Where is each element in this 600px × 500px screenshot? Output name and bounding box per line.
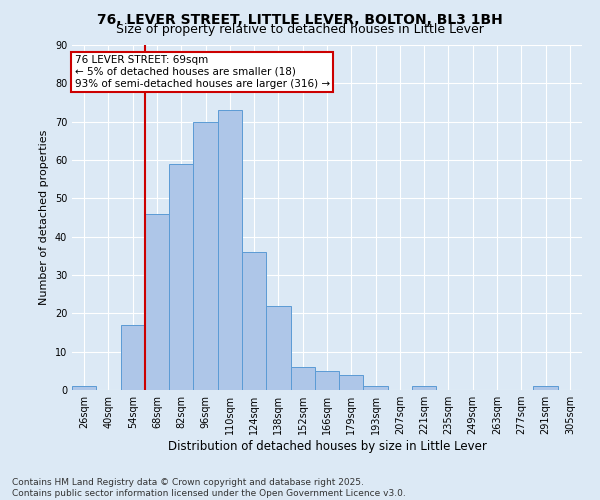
Text: 76, LEVER STREET, LITTLE LEVER, BOLTON, BL3 1BH: 76, LEVER STREET, LITTLE LEVER, BOLTON, … — [97, 12, 503, 26]
Bar — [290, 367, 315, 390]
Text: 76 LEVER STREET: 69sqm
← 5% of detached houses are smaller (18)
93% of semi-deta: 76 LEVER STREET: 69sqm ← 5% of detached … — [74, 56, 329, 88]
Bar — [72, 386, 96, 390]
Bar — [533, 386, 558, 390]
Bar — [412, 386, 436, 390]
Bar — [218, 110, 242, 390]
Bar — [266, 306, 290, 390]
Bar — [339, 374, 364, 390]
Bar — [364, 386, 388, 390]
Bar — [193, 122, 218, 390]
Bar — [121, 325, 145, 390]
X-axis label: Distribution of detached houses by size in Little Lever: Distribution of detached houses by size … — [167, 440, 487, 453]
Bar — [242, 252, 266, 390]
Text: Size of property relative to detached houses in Little Lever: Size of property relative to detached ho… — [116, 22, 484, 36]
Text: Contains HM Land Registry data © Crown copyright and database right 2025.
Contai: Contains HM Land Registry data © Crown c… — [12, 478, 406, 498]
Bar — [145, 214, 169, 390]
Bar — [169, 164, 193, 390]
Y-axis label: Number of detached properties: Number of detached properties — [39, 130, 49, 305]
Bar — [315, 371, 339, 390]
